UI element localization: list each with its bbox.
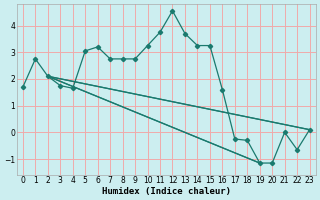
X-axis label: Humidex (Indice chaleur): Humidex (Indice chaleur) [102,187,231,196]
